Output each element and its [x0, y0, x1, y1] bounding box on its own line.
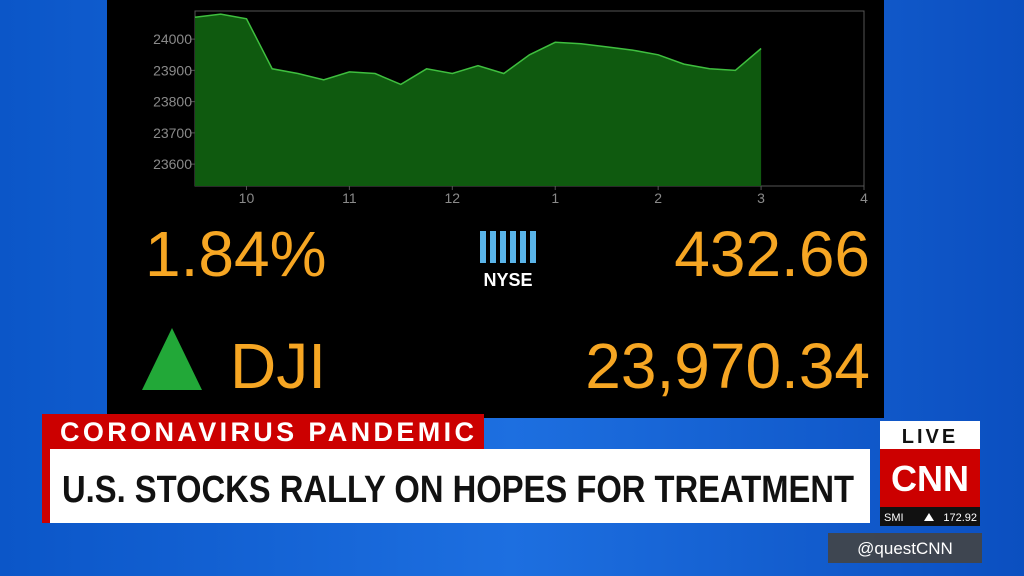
exchange: NYSE	[483, 270, 532, 290]
live: LIVE	[902, 426, 958, 448]
x-tick-label: 2	[654, 190, 662, 206]
logo-box	[880, 449, 980, 507]
y-tick-label: 23800	[153, 94, 192, 110]
headline-accent	[42, 449, 50, 523]
ticker-name: SMI	[884, 512, 904, 524]
x-tick-label: 3	[757, 190, 765, 206]
index-level: 23,970.34	[585, 330, 870, 402]
y-tick-label: 23900	[153, 62, 192, 78]
x-tick-label: 10	[239, 190, 255, 206]
topic: CORONAVIRUS PANDEMIC	[60, 417, 474, 447]
x-tick-label: 11	[342, 190, 357, 206]
nyse-logo	[480, 231, 536, 263]
up-arrow	[142, 328, 202, 390]
area	[195, 14, 762, 186]
index-name: DJI	[230, 330, 326, 402]
y-tick-label: 23700	[153, 125, 192, 141]
y-tick-label: 23600	[153, 156, 192, 172]
x-tick-label: 4	[860, 190, 868, 206]
points-change: 432.66	[674, 218, 870, 290]
ticker-value: 172.92	[943, 512, 977, 524]
headline-bar	[42, 449, 870, 523]
topic-bar	[42, 414, 484, 449]
y-tick-label: 24000	[153, 31, 192, 47]
x-tick-label: 1	[551, 190, 559, 206]
area-line	[194, 13, 762, 86]
ticker-arrow	[924, 513, 934, 521]
handle-box	[828, 533, 982, 563]
network-logo: CNN	[891, 458, 969, 499]
handle: @questCNN	[857, 539, 953, 558]
live-box	[880, 421, 980, 449]
headline: U.S. STOCKS RALLY ON HOPES FOR TREATMENT	[62, 469, 854, 511]
percent-change: 1.84%	[145, 218, 326, 290]
x-tick-label: 12	[445, 190, 461, 206]
